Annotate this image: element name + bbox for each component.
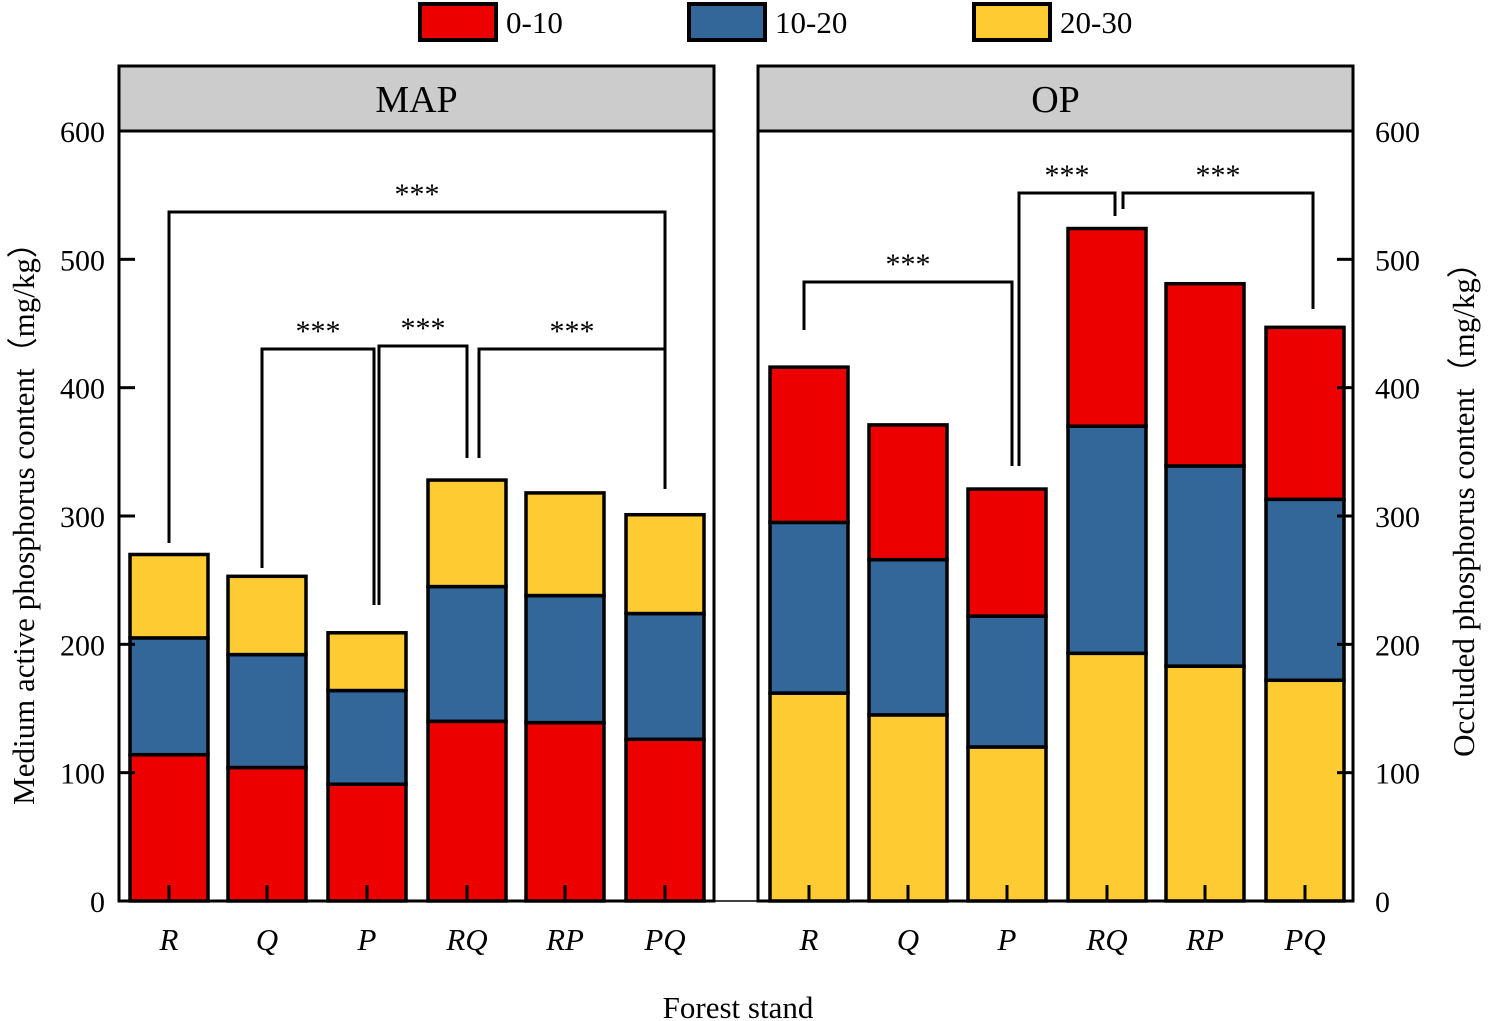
x-tick-label-P: P [997,922,1017,957]
bar-RQ-10-20 [1066,424,1148,656]
y-tick-label-100: 100 [1375,758,1420,791]
bar-PQ-20-30 [624,512,706,616]
significance-bracket-RQ-PQ [477,347,667,483]
significance-bracket-R-P [802,280,1014,466]
y-tick-label-500: 500 [60,244,105,277]
y-tick-label-0: 0 [90,886,105,919]
x-tick-label-PQ: PQ [1283,922,1325,957]
legend-label-20-30: 20-30 [1060,5,1132,40]
x-tick-label-P: P [357,922,377,957]
bar-RP-0-10 [524,720,606,903]
bar-R-20-30 [768,691,850,903]
x-tick-label-PQ: PQ [643,922,685,957]
bar-RP-20-30 [524,491,606,598]
bar-PQ-20-30 [1264,678,1346,903]
significance-label-P-RQ: *** [401,312,446,345]
y-tick-label-300: 300 [1375,501,1420,534]
legend-label-10-20: 10-20 [775,5,847,40]
bar-Q-10-20 [226,652,308,770]
x-tick-label-RQ: RQ [445,922,487,957]
y-tick-label-200: 200 [1375,629,1420,662]
bar-P-0-10 [966,487,1048,618]
significance-bracket-P-RQ [377,344,469,605]
x-tick-label-RP: RP [545,922,584,957]
significance-label-R-P: *** [886,248,931,281]
bar-RP-0-10 [1164,281,1246,468]
bar-P-10-20 [966,614,1048,749]
y-axis-title-right: Occluded phosphorus content（mg/kg） [1446,247,1481,757]
significance-label-RQ-PQ: *** [1196,159,1241,192]
bar-RQ-20-30 [426,478,508,589]
x-tick-label-R: R [799,922,819,957]
bar-PQ-10-20 [1264,497,1346,683]
bar-Q-0-10 [867,423,949,562]
legend-label-0-10: 0-10 [506,5,563,40]
significance-bracket-P-RQ [1017,191,1117,466]
bar-Q-10-20 [867,557,949,717]
bar-RQ-0-10 [1066,226,1148,428]
bar-PQ-10-20 [624,611,706,742]
bar-Q-20-30 [867,713,949,903]
x-tick-label-R: R [159,922,179,957]
x-tick-label-RQ: RQ [1085,922,1127,957]
x-tick-label-Q: Q [256,922,278,957]
bar-RQ-10-20 [426,584,508,724]
panel-title: MAP [375,79,457,121]
legend-swatch-0-10 [418,2,498,42]
bar-P-20-30 [326,631,408,693]
significance-bracket-RQ-PQ [1121,191,1315,309]
bar-PQ-0-10 [1264,325,1346,502]
bar-RP-20-30 [1164,664,1246,903]
bar-R-10-20 [128,636,210,757]
bar-RQ-20-30 [1066,651,1148,903]
x-axis-title: Forest stand [663,990,814,1021]
bar-Q-20-30 [226,574,308,657]
significance-label-R-PQ: *** [395,178,440,211]
significance-label-Q-P: *** [296,315,341,348]
x-tick-label-Q: Q [897,922,919,957]
panel-strip [117,64,716,133]
bar-RQ-0-10 [426,719,508,903]
panel-title: OP [1031,79,1080,121]
y-tick-label-600: 600 [1375,116,1420,149]
bar-P-0-10 [326,782,408,903]
legend-swatch-20-30 [972,2,1052,42]
y-tick-label-200: 200 [60,629,105,662]
bar-Q-0-10 [226,765,308,903]
bar-R-0-10 [128,752,210,903]
legend-swatch-10-20 [687,2,767,42]
y-tick-label-400: 400 [1375,373,1420,406]
bar-PQ-0-10 [624,737,706,903]
y-tick-label-0: 0 [1375,886,1390,919]
y-axis-title-left: Medium active phosphorus content（mg/kg） [6,227,41,805]
bar-R-0-10 [768,365,850,525]
bar-RP-10-20 [524,593,606,725]
bar-R-10-20 [768,520,850,695]
y-tick-label-500: 500 [1375,244,1420,277]
bar-R-20-30 [128,552,210,640]
x-tick-label-RP: RP [1185,922,1224,957]
significance-bracket-Q-P [260,347,376,605]
significance-label-RQ-PQ: *** [550,315,595,348]
y-tick-label-400: 400 [60,373,105,406]
significance-label-P-RQ: *** [1045,159,1090,192]
legend: 0-10 10-20 20-30 [418,2,1132,42]
y-tick-label-600: 600 [60,116,105,149]
y-tick-label-100: 100 [60,758,105,791]
bar-RP-10-20 [1164,464,1246,668]
bar-P-20-30 [966,745,1048,903]
bar-P-10-20 [326,688,408,786]
y-tick-label-300: 300 [60,501,105,534]
